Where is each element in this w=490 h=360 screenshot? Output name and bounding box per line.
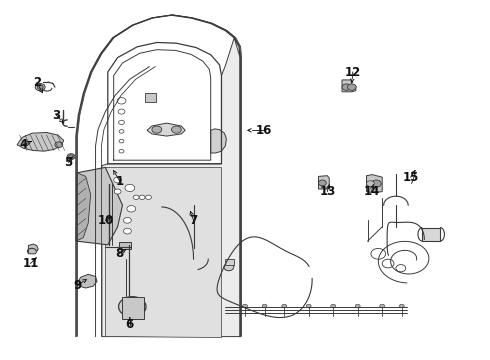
- Polygon shape: [225, 259, 234, 265]
- Circle shape: [119, 139, 124, 143]
- Text: 12: 12: [344, 66, 361, 78]
- Text: 5: 5: [65, 156, 73, 169]
- Text: 10: 10: [97, 214, 114, 227]
- Circle shape: [125, 184, 135, 192]
- Circle shape: [224, 264, 234, 271]
- Circle shape: [318, 180, 326, 186]
- Circle shape: [122, 300, 142, 314]
- Polygon shape: [342, 80, 356, 92]
- Circle shape: [123, 217, 131, 223]
- Circle shape: [342, 84, 351, 90]
- Circle shape: [172, 126, 181, 133]
- Polygon shape: [102, 38, 240, 337]
- Circle shape: [146, 195, 151, 199]
- Polygon shape: [77, 274, 97, 288]
- Polygon shape: [28, 244, 38, 254]
- Circle shape: [119, 130, 124, 133]
- Circle shape: [331, 304, 336, 308]
- Circle shape: [380, 304, 385, 308]
- Circle shape: [152, 126, 162, 133]
- Circle shape: [243, 304, 247, 308]
- Circle shape: [371, 180, 381, 187]
- Polygon shape: [422, 228, 440, 241]
- Circle shape: [133, 195, 139, 199]
- Circle shape: [399, 304, 404, 308]
- Circle shape: [55, 142, 63, 148]
- Circle shape: [127, 206, 136, 212]
- Circle shape: [117, 98, 126, 104]
- Circle shape: [139, 195, 145, 199]
- Polygon shape: [367, 175, 382, 193]
- Text: 15: 15: [402, 171, 419, 184]
- Circle shape: [118, 109, 125, 114]
- Polygon shape: [122, 297, 144, 319]
- Text: 2: 2: [33, 76, 41, 89]
- Polygon shape: [145, 93, 156, 102]
- Text: 8: 8: [115, 247, 123, 260]
- Text: 6: 6: [126, 318, 134, 331]
- Circle shape: [367, 181, 374, 186]
- Circle shape: [347, 84, 356, 90]
- Text: 11: 11: [22, 257, 39, 270]
- Text: 9: 9: [74, 279, 81, 292]
- Circle shape: [114, 189, 121, 194]
- Circle shape: [126, 302, 138, 311]
- Polygon shape: [211, 129, 226, 153]
- Text: 13: 13: [319, 185, 336, 198]
- Text: 1: 1: [116, 175, 124, 188]
- Circle shape: [119, 149, 124, 153]
- Circle shape: [262, 304, 267, 308]
- Text: 14: 14: [363, 185, 380, 198]
- Text: 4: 4: [20, 138, 27, 151]
- Polygon shape: [105, 167, 221, 337]
- Polygon shape: [76, 173, 91, 241]
- Text: 3: 3: [52, 109, 60, 122]
- Circle shape: [123, 228, 131, 234]
- Circle shape: [37, 85, 43, 89]
- Circle shape: [67, 154, 75, 159]
- Text: 16: 16: [255, 124, 272, 137]
- Polygon shape: [77, 167, 122, 245]
- Circle shape: [69, 155, 74, 158]
- Circle shape: [114, 177, 122, 183]
- Circle shape: [119, 297, 146, 317]
- Circle shape: [355, 304, 360, 308]
- Polygon shape: [17, 132, 64, 151]
- Circle shape: [306, 304, 311, 308]
- Circle shape: [282, 304, 287, 308]
- Text: 7: 7: [190, 214, 197, 227]
- Polygon shape: [147, 123, 185, 136]
- Polygon shape: [119, 242, 131, 249]
- Circle shape: [119, 120, 124, 125]
- Polygon shape: [318, 176, 329, 189]
- Circle shape: [35, 84, 45, 91]
